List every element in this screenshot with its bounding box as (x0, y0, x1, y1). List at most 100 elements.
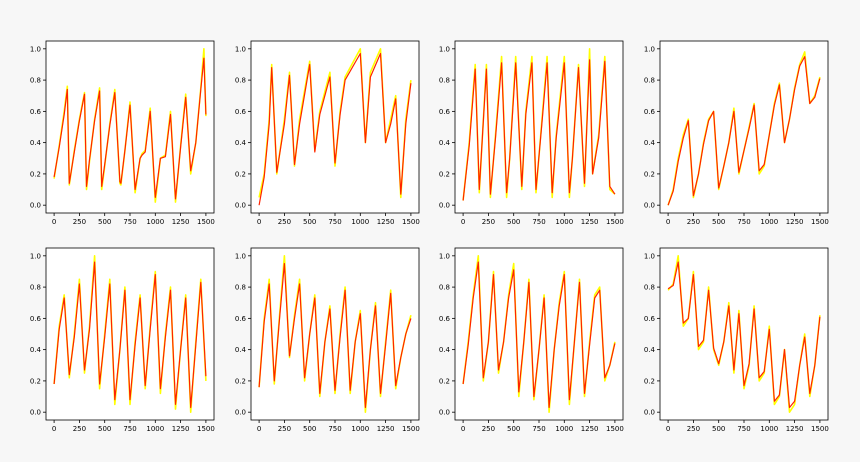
subplot-3: 0 250 500 750 1000 1250 1500 0.0 0.2 0.4 0.6 0.8 1.0 (439, 40, 624, 226)
y-tick-label: 0.8 (235, 284, 246, 292)
x-tick-label: 250 (73, 425, 86, 433)
series-line-pred (53, 261, 207, 409)
y-tick-label: 0.0 (235, 202, 246, 210)
axes-frame (250, 40, 420, 214)
x-tick-label: 500 (507, 425, 520, 433)
y-tick-label: 0.6 (644, 315, 656, 323)
subplot-6: 0 250 500 750 1000 1250 1500 0.0 0.2 0.4 0.6 0.8 1.0 (235, 247, 420, 433)
x-tick-label: 1000 (760, 425, 778, 433)
y-tick-label: 1.0 (439, 252, 450, 260)
series-line-pred (462, 59, 616, 201)
y-tick-label: 0.8 (644, 284, 655, 292)
x-tick-label: 500 (303, 425, 316, 433)
y-tick-label: 0.8 (644, 77, 655, 85)
x-tick-label: 0 (52, 218, 56, 226)
x-tick-label: 1000 (555, 218, 573, 226)
x-tick-label: 0 (666, 218, 670, 226)
y-tick-label: 0.2 (235, 170, 246, 178)
x-tick-label: 1250 (377, 425, 395, 433)
y-tick-label: 1.0 (235, 252, 246, 260)
x-tick-label: 0 (257, 425, 261, 433)
y-tick-label: 1.0 (439, 45, 450, 53)
x-tick-label: 1250 (786, 218, 804, 226)
y-tick-label: 0.0 (439, 202, 450, 210)
y-tick-label: 1.0 (30, 252, 41, 260)
axes-frame (659, 247, 829, 421)
y-tick-label: 0.2 (439, 170, 450, 178)
y-tick-label: 1.0 (644, 45, 655, 53)
y-tick-label: 1.0 (235, 45, 246, 53)
y-tick-label: 0.0 (30, 202, 41, 210)
series-line-pred (667, 55, 821, 206)
x-tick-label: 1500 (197, 425, 215, 433)
x-tick-label: 1500 (811, 218, 829, 226)
y-tick-label: 0.2 (30, 377, 41, 385)
x-tick-label: 750 (328, 425, 341, 433)
y-tick-label: 0.6 (439, 108, 451, 116)
x-tick-label: 750 (123, 218, 136, 226)
y-tick-label: 0.4 (235, 346, 247, 354)
x-tick-label: 1000 (146, 425, 164, 433)
x-tick-label: 0 (666, 425, 670, 433)
series-line-pred (258, 52, 412, 206)
y-tick-label: 0.6 (30, 315, 42, 323)
subplot-8: 0 250 500 750 1000 1250 1500 0.0 0.2 0.4 0.6 0.8 1.0 (644, 247, 829, 433)
x-tick-label: 0 (461, 218, 465, 226)
x-tick-label: 750 (737, 218, 750, 226)
x-tick-label: 1000 (146, 218, 164, 226)
subplot-7: 0 250 500 750 1000 1250 1500 0.0 0.2 0.4 0.6 0.8 1.0 (439, 247, 624, 433)
axes-frame (659, 40, 829, 214)
y-tick-label: 0.4 (30, 139, 42, 147)
series-line-pred (53, 57, 207, 200)
y-tick-label: 0.0 (30, 409, 41, 417)
x-tick-label: 1000 (351, 425, 369, 433)
y-tick-label: 1.0 (30, 45, 41, 53)
subplot-5: 0 250 500 750 1000 1250 1500 0.0 0.2 0.4 0.6 0.8 1.0 (30, 247, 215, 433)
y-tick-label: 0.0 (644, 409, 655, 417)
x-tick-label: 1000 (760, 218, 778, 226)
series-line-pred (667, 261, 821, 409)
x-tick-label: 250 (482, 425, 495, 433)
x-tick-label: 500 (712, 218, 725, 226)
y-tick-label: 0.8 (30, 284, 41, 292)
x-tick-label: 500 (712, 425, 725, 433)
x-tick-label: 500 (303, 218, 316, 226)
x-tick-label: 1500 (606, 218, 624, 226)
x-tick-label: 1500 (402, 218, 420, 226)
x-tick-label: 250 (687, 218, 700, 226)
y-tick-label: 0.2 (439, 377, 450, 385)
x-tick-label: 500 (98, 218, 111, 226)
axes-frame (45, 40, 215, 214)
y-tick-label: 0.6 (439, 315, 451, 323)
x-tick-label: 500 (507, 218, 520, 226)
x-tick-label: 250 (687, 425, 700, 433)
y-tick-label: 0.2 (235, 377, 246, 385)
y-tick-label: 0.6 (644, 108, 656, 116)
x-tick-label: 750 (532, 425, 545, 433)
y-tick-label: 1.0 (644, 252, 655, 260)
x-tick-label: 0 (257, 218, 261, 226)
x-tick-label: 1250 (581, 218, 599, 226)
y-tick-label: 0.4 (235, 139, 247, 147)
y-tick-label: 0.6 (30, 108, 42, 116)
x-tick-label: 250 (482, 218, 495, 226)
y-tick-label: 0.0 (439, 409, 450, 417)
y-tick-label: 0.8 (30, 77, 41, 85)
y-tick-label: 0.4 (644, 139, 656, 147)
x-tick-label: 750 (532, 218, 545, 226)
x-tick-label: 1000 (555, 425, 573, 433)
x-tick-label: 500 (98, 425, 111, 433)
y-tick-label: 0.8 (439, 77, 450, 85)
y-tick-label: 0.4 (439, 139, 451, 147)
series-line-pred (258, 263, 412, 409)
y-tick-label: 0.2 (644, 377, 655, 385)
x-tick-label: 250 (73, 218, 86, 226)
x-tick-label: 1250 (172, 218, 190, 226)
series-line-pred (462, 261, 616, 409)
y-tick-label: 0.8 (235, 77, 246, 85)
x-tick-label: 750 (737, 425, 750, 433)
subplot-2: 0 250 500 750 1000 1250 1500 0.0 0.2 0.4 0.6 0.8 1.0 (235, 40, 420, 226)
x-tick-label: 1000 (351, 218, 369, 226)
x-tick-label: 1500 (197, 218, 215, 226)
